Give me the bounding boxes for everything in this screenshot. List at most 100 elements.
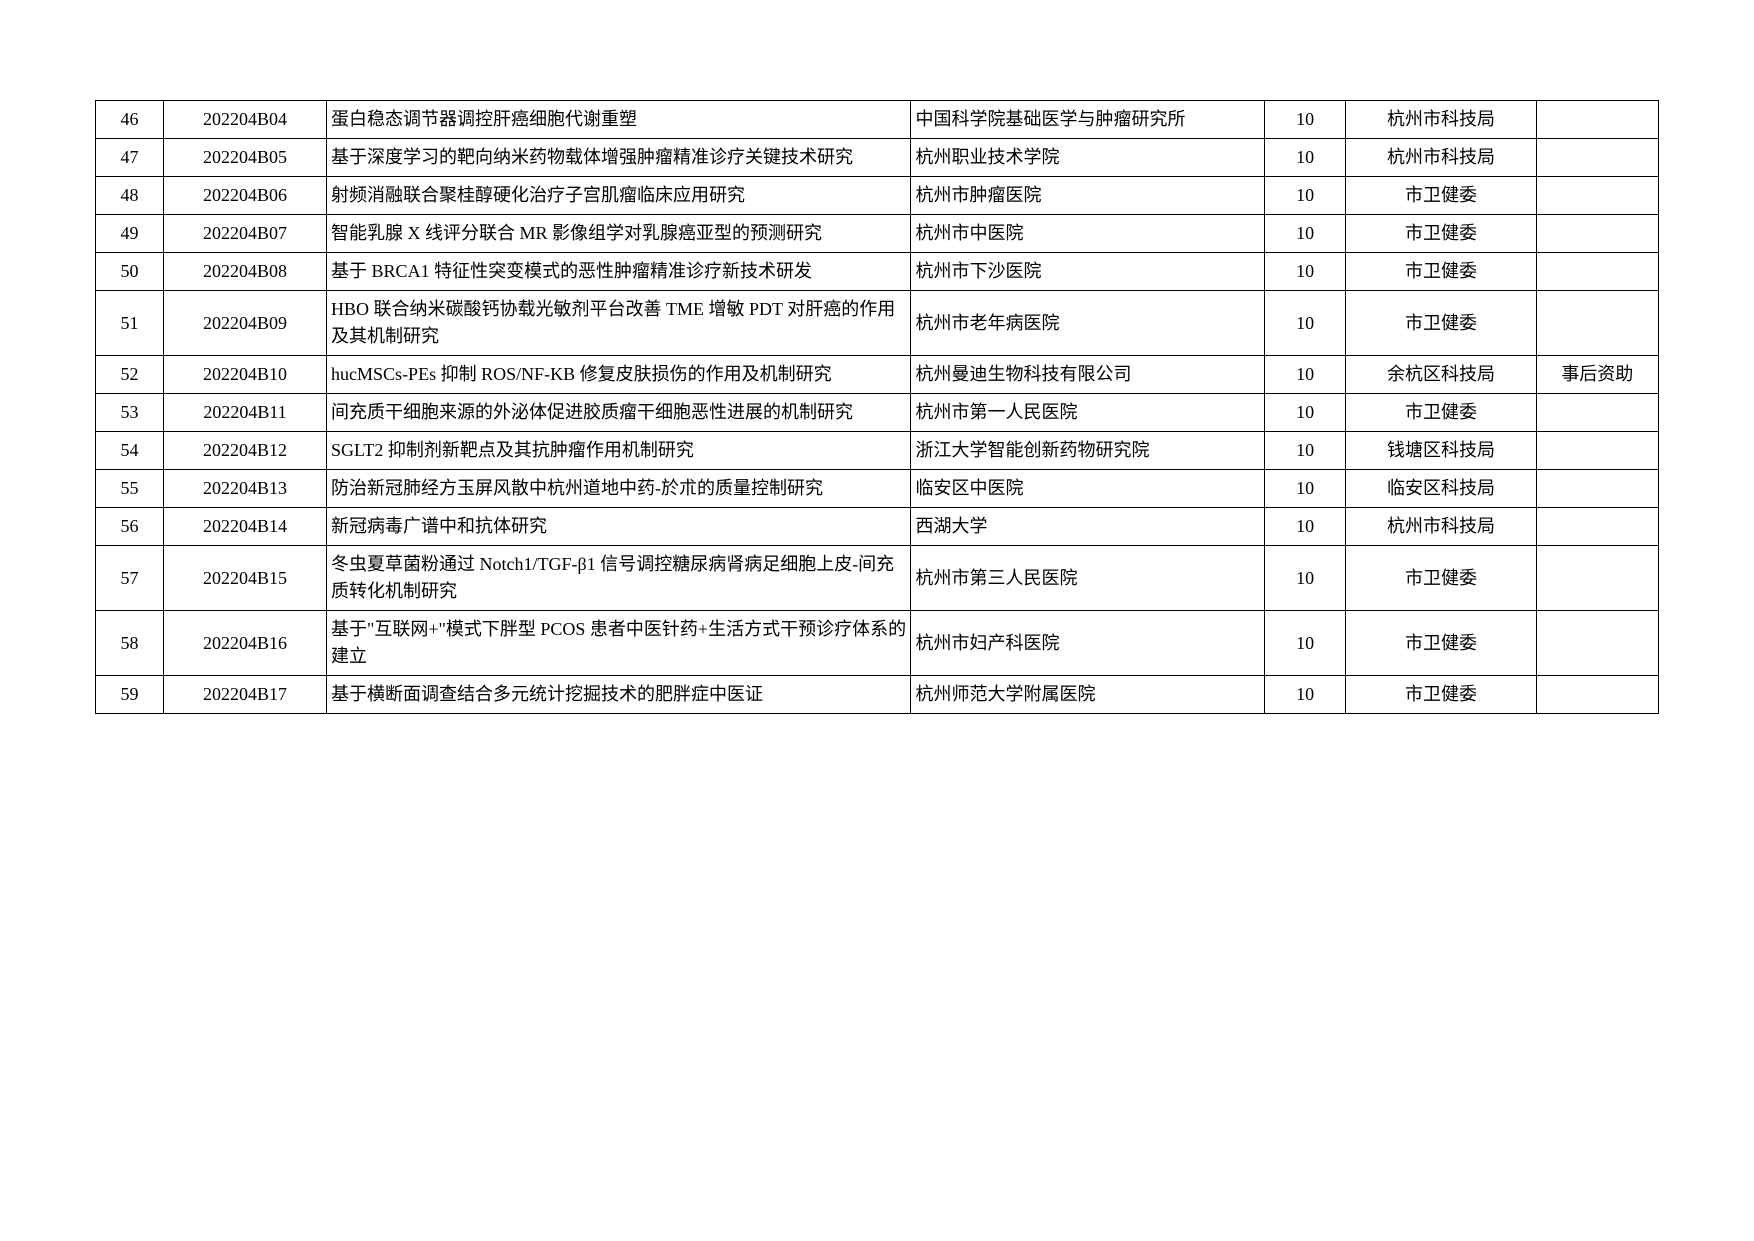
cell-code: 202204B12 (163, 432, 326, 470)
cell-note (1536, 215, 1658, 253)
cell-title: 基于 BRCA1 特征性突变模式的恶性肿瘤精准诊疗新技术研发 (327, 253, 911, 291)
cell-code: 202204B16 (163, 611, 326, 676)
table-row: 59202204B17基于横断面调查结合多元统计挖掘技术的肥胖症中医证杭州师范大… (96, 676, 1659, 714)
cell-seq: 46 (96, 101, 164, 139)
cell-dept: 市卫健委 (1346, 394, 1536, 432)
cell-org: 杭州市第三人民医院 (911, 546, 1264, 611)
cell-note (1536, 508, 1658, 546)
cell-code: 202204B04 (163, 101, 326, 139)
cell-amount: 10 (1264, 215, 1346, 253)
cell-org: 杭州市第一人民医院 (911, 394, 1264, 432)
table-row: 51202204B09HBO 联合纳米碳酸钙协载光敏剂平台改善 TME 增敏 P… (96, 291, 1659, 356)
cell-amount: 10 (1264, 470, 1346, 508)
cell-code: 202204B13 (163, 470, 326, 508)
cell-title: 冬虫夏草菌粉通过 Notch1/TGF-β1 信号调控糖尿病肾病足细胞上皮-间充… (327, 546, 911, 611)
cell-org: 临安区中医院 (911, 470, 1264, 508)
cell-org: 杭州师范大学附属医院 (911, 676, 1264, 714)
cell-code: 202204B10 (163, 356, 326, 394)
cell-org: 杭州曼迪生物科技有限公司 (911, 356, 1264, 394)
cell-seq: 50 (96, 253, 164, 291)
cell-dept: 市卫健委 (1346, 215, 1536, 253)
cell-code: 202204B09 (163, 291, 326, 356)
table-row: 56202204B14新冠病毒广谱中和抗体研究西湖大学10杭州市科技局 (96, 508, 1659, 546)
cell-note (1536, 432, 1658, 470)
cell-title: 蛋白稳态调节器调控肝癌细胞代谢重塑 (327, 101, 911, 139)
cell-amount: 10 (1264, 101, 1346, 139)
cell-amount: 10 (1264, 253, 1346, 291)
cell-org: 浙江大学智能创新药物研究院 (911, 432, 1264, 470)
cell-note (1536, 546, 1658, 611)
table-row: 52202204B10hucMSCs-PEs 抑制 ROS/NF-KB 修复皮肤… (96, 356, 1659, 394)
cell-amount: 10 (1264, 394, 1346, 432)
cell-amount: 10 (1264, 676, 1346, 714)
cell-note (1536, 177, 1658, 215)
cell-dept: 市卫健委 (1346, 611, 1536, 676)
cell-amount: 10 (1264, 291, 1346, 356)
table-row: 49202204B07智能乳腺 X 线评分联合 MR 影像组学对乳腺癌亚型的预测… (96, 215, 1659, 253)
cell-note (1536, 253, 1658, 291)
cell-org: 杭州市妇产科医院 (911, 611, 1264, 676)
cell-note (1536, 611, 1658, 676)
cell-title: 防治新冠肺经方玉屏风散中杭州道地中药-於朮的质量控制研究 (327, 470, 911, 508)
cell-dept: 临安区科技局 (1346, 470, 1536, 508)
cell-title: HBO 联合纳米碳酸钙协载光敏剂平台改善 TME 增敏 PDT 对肝癌的作用及其… (327, 291, 911, 356)
cell-seq: 57 (96, 546, 164, 611)
cell-seq: 47 (96, 139, 164, 177)
cell-amount: 10 (1264, 611, 1346, 676)
cell-amount: 10 (1264, 546, 1346, 611)
cell-code: 202204B06 (163, 177, 326, 215)
table-row: 57202204B15冬虫夏草菌粉通过 Notch1/TGF-β1 信号调控糖尿… (96, 546, 1659, 611)
cell-code: 202204B07 (163, 215, 326, 253)
cell-org: 杭州职业技术学院 (911, 139, 1264, 177)
cell-seq: 49 (96, 215, 164, 253)
table-row: 50202204B08基于 BRCA1 特征性突变模式的恶性肿瘤精准诊疗新技术研… (96, 253, 1659, 291)
cell-dept: 市卫健委 (1346, 546, 1536, 611)
cell-title: 基于横断面调查结合多元统计挖掘技术的肥胖症中医证 (327, 676, 911, 714)
cell-title: 间充质干细胞来源的外泌体促进胶质瘤干细胞恶性进展的机制研究 (327, 394, 911, 432)
cell-dept: 余杭区科技局 (1346, 356, 1536, 394)
cell-dept: 钱塘区科技局 (1346, 432, 1536, 470)
cell-title: 新冠病毒广谱中和抗体研究 (327, 508, 911, 546)
cell-note (1536, 101, 1658, 139)
cell-dept: 市卫健委 (1346, 253, 1536, 291)
cell-dept: 市卫健委 (1346, 291, 1536, 356)
cell-seq: 59 (96, 676, 164, 714)
cell-dept: 杭州市科技局 (1346, 508, 1536, 546)
cell-seq: 58 (96, 611, 164, 676)
cell-code: 202204B05 (163, 139, 326, 177)
cell-org: 杭州市老年病医院 (911, 291, 1264, 356)
table-row: 53202204B11间充质干细胞来源的外泌体促进胶质瘤干细胞恶性进展的机制研究… (96, 394, 1659, 432)
table-row: 46202204B04蛋白稳态调节器调控肝癌细胞代谢重塑中国科学院基础医学与肿瘤… (96, 101, 1659, 139)
cell-amount: 10 (1264, 177, 1346, 215)
cell-dept: 市卫健委 (1346, 177, 1536, 215)
cell-dept: 市卫健委 (1346, 676, 1536, 714)
cell-seq: 54 (96, 432, 164, 470)
cell-code: 202204B11 (163, 394, 326, 432)
table-row: 54202204B12SGLT2 抑制剂新靶点及其抗肿瘤作用机制研究浙江大学智能… (96, 432, 1659, 470)
cell-note (1536, 470, 1658, 508)
cell-note (1536, 139, 1658, 177)
cell-note (1536, 291, 1658, 356)
cell-org: 杭州市中医院 (911, 215, 1264, 253)
cell-seq: 53 (96, 394, 164, 432)
cell-org: 西湖大学 (911, 508, 1264, 546)
table-row: 55202204B13防治新冠肺经方玉屏风散中杭州道地中药-於朮的质量控制研究临… (96, 470, 1659, 508)
cell-seq: 48 (96, 177, 164, 215)
cell-seq: 56 (96, 508, 164, 546)
cell-amount: 10 (1264, 139, 1346, 177)
cell-org: 杭州市肿瘤医院 (911, 177, 1264, 215)
cell-seq: 55 (96, 470, 164, 508)
cell-note (1536, 394, 1658, 432)
cell-note (1536, 676, 1658, 714)
cell-amount: 10 (1264, 432, 1346, 470)
table-row: 47202204B05基于深度学习的靶向纳米药物载体增强肿瘤精准诊疗关键技术研究… (96, 139, 1659, 177)
cell-code: 202204B17 (163, 676, 326, 714)
cell-title: SGLT2 抑制剂新靶点及其抗肿瘤作用机制研究 (327, 432, 911, 470)
cell-org: 中国科学院基础医学与肿瘤研究所 (911, 101, 1264, 139)
cell-dept: 杭州市科技局 (1346, 139, 1536, 177)
cell-code: 202204B15 (163, 546, 326, 611)
cell-title: 基于"互联网+"模式下胖型 PCOS 患者中医针药+生活方式干预诊疗体系的建立 (327, 611, 911, 676)
cell-code: 202204B14 (163, 508, 326, 546)
cell-amount: 10 (1264, 508, 1346, 546)
table-row: 58202204B16基于"互联网+"模式下胖型 PCOS 患者中医针药+生活方… (96, 611, 1659, 676)
